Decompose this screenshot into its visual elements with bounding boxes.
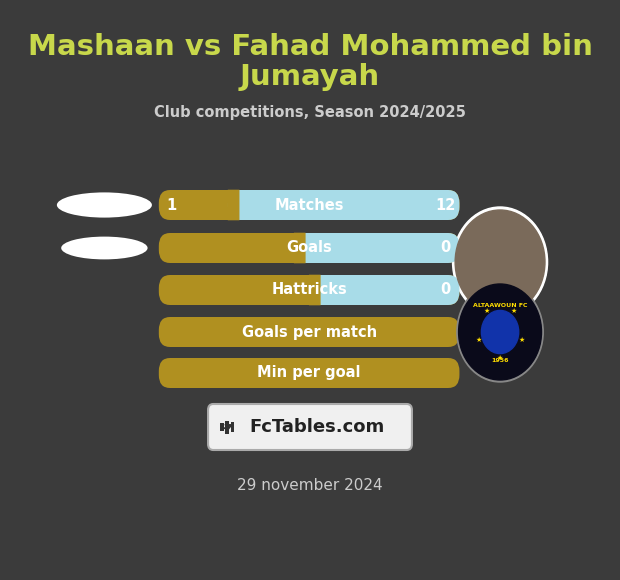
Text: Min per goal: Min per goal	[257, 365, 361, 380]
Ellipse shape	[57, 193, 152, 218]
FancyBboxPatch shape	[159, 358, 459, 388]
Text: 0: 0	[440, 241, 451, 256]
FancyBboxPatch shape	[159, 190, 459, 220]
Text: ★: ★	[476, 337, 482, 343]
FancyBboxPatch shape	[228, 190, 239, 220]
Text: ★: ★	[518, 337, 525, 343]
Text: 1: 1	[167, 198, 177, 212]
Text: Jumayah: Jumayah	[240, 63, 380, 91]
FancyBboxPatch shape	[294, 233, 306, 263]
Text: 0: 0	[440, 282, 451, 298]
FancyBboxPatch shape	[159, 233, 459, 263]
Text: 29 november 2024: 29 november 2024	[237, 477, 383, 492]
Circle shape	[481, 310, 519, 354]
FancyBboxPatch shape	[208, 404, 412, 450]
Text: ★: ★	[484, 307, 490, 314]
Text: ALTAAWOUN FC: ALTAAWOUN FC	[473, 303, 528, 308]
Ellipse shape	[61, 237, 148, 259]
Circle shape	[457, 282, 543, 382]
FancyBboxPatch shape	[309, 275, 321, 305]
FancyBboxPatch shape	[220, 423, 224, 431]
Text: Club competitions, Season 2024/2025: Club competitions, Season 2024/2025	[154, 106, 466, 121]
Circle shape	[453, 207, 547, 317]
Text: ★: ★	[510, 307, 516, 314]
Text: FcTables.com: FcTables.com	[249, 418, 384, 436]
Circle shape	[455, 210, 545, 314]
FancyBboxPatch shape	[309, 275, 459, 305]
Text: Goals per match: Goals per match	[242, 324, 377, 339]
Text: Hattricks: Hattricks	[272, 282, 347, 298]
Text: 12: 12	[435, 198, 456, 212]
Text: 1956: 1956	[491, 358, 509, 363]
Circle shape	[459, 284, 541, 380]
FancyBboxPatch shape	[294, 233, 459, 263]
Text: Matches: Matches	[275, 198, 344, 212]
FancyBboxPatch shape	[225, 420, 229, 433]
FancyBboxPatch shape	[159, 317, 459, 347]
Text: Goals: Goals	[286, 241, 332, 256]
Text: ★: ★	[497, 356, 503, 361]
FancyBboxPatch shape	[159, 275, 459, 305]
FancyBboxPatch shape	[231, 422, 234, 432]
FancyBboxPatch shape	[228, 190, 459, 220]
Text: Mashaan vs Fahad Mohammed bin: Mashaan vs Fahad Mohammed bin	[27, 33, 593, 61]
